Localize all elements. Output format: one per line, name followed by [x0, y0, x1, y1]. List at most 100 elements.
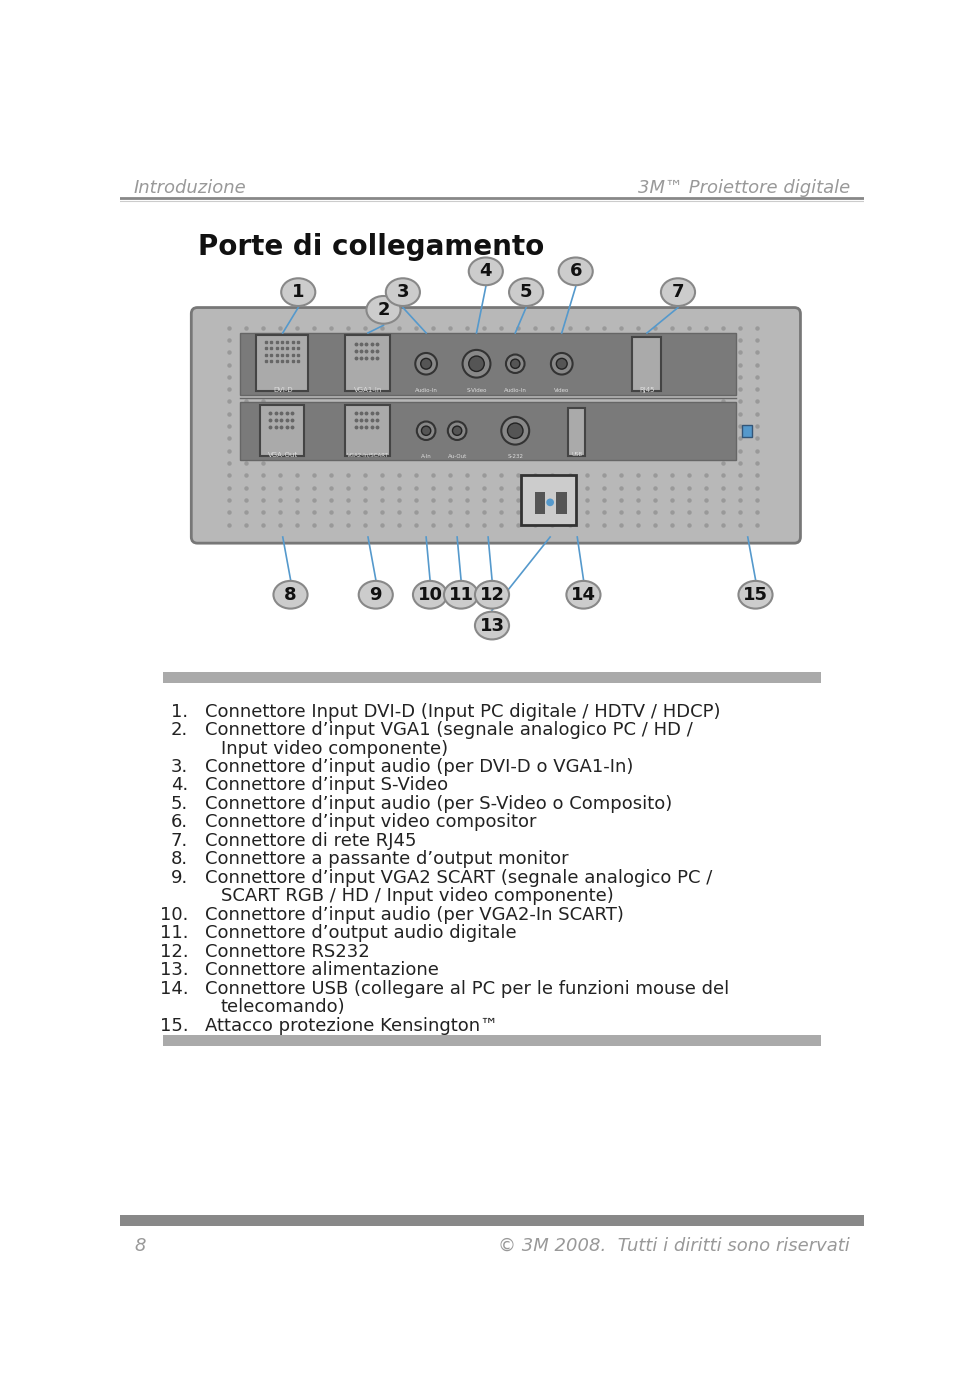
Text: 7: 7 — [672, 283, 684, 301]
Bar — [535, 492, 545, 513]
Text: VGA-Out: VGA-Out — [268, 452, 298, 459]
Text: Connettore d’input audio (per S-Video o Composito): Connettore d’input audio (per S-Video o … — [205, 795, 673, 813]
Text: 15: 15 — [743, 586, 768, 604]
Ellipse shape — [509, 278, 543, 306]
Circle shape — [452, 425, 462, 435]
Text: Audio-In: Audio-In — [504, 388, 527, 393]
Ellipse shape — [281, 278, 315, 306]
Text: VGA2-In/SCART: VGA2-In/SCART — [348, 452, 389, 458]
Text: Audio-In: Audio-In — [415, 388, 438, 393]
Text: Connettore a passante d’output monitor: Connettore a passante d’output monitor — [205, 851, 569, 869]
Ellipse shape — [475, 611, 509, 639]
Text: Connettore alimentazione: Connettore alimentazione — [205, 961, 439, 979]
Text: Introduzione: Introduzione — [134, 179, 247, 197]
Text: Connettore d’input audio (per VGA2-In SCART): Connettore d’input audio (per VGA2-In SC… — [205, 905, 624, 923]
Circle shape — [546, 498, 554, 506]
Circle shape — [420, 359, 432, 370]
Bar — [162, 672, 822, 684]
Text: SCART RGB / HD / Input video componente): SCART RGB / HD / Input video componente) — [221, 887, 613, 905]
Text: A-In: A-In — [420, 453, 431, 459]
Text: 14.: 14. — [159, 979, 188, 997]
Bar — [345, 335, 390, 391]
Text: Video: Video — [554, 388, 569, 393]
Text: 5.: 5. — [171, 795, 188, 813]
Text: 10.: 10. — [159, 905, 188, 923]
Ellipse shape — [359, 580, 393, 608]
Text: 3.: 3. — [171, 757, 188, 776]
Text: 3M™ Proiettore digitale: 3M™ Proiettore digitale — [637, 179, 850, 197]
Text: S-Video: S-Video — [467, 388, 487, 393]
Bar — [741, 424, 753, 437]
Circle shape — [417, 421, 436, 439]
Ellipse shape — [274, 580, 307, 608]
Bar — [240, 402, 736, 460]
Circle shape — [511, 359, 520, 368]
Ellipse shape — [566, 580, 601, 608]
Text: 6: 6 — [569, 262, 582, 280]
Text: Input video componente): Input video componente) — [221, 739, 448, 757]
Text: 8: 8 — [284, 586, 297, 604]
Text: © 3M 2008.  Tutti i diritti sono riservati: © 3M 2008. Tutti i diritti sono riservat… — [498, 1237, 850, 1256]
Circle shape — [557, 359, 567, 370]
Text: Connettore d’input video compositor: Connettore d’input video compositor — [205, 813, 537, 831]
Text: Connettore Input DVI-D (Input PC digitale / HDTV / HDCP): Connettore Input DVI-D (Input PC digital… — [205, 703, 721, 721]
Text: 13.: 13. — [159, 961, 188, 979]
Circle shape — [416, 353, 437, 374]
Text: VGA1-In: VGA1-In — [354, 386, 382, 393]
Text: Connettore USB (collegare al PC per le funzioni mouse del: Connettore USB (collegare al PC per le f… — [205, 979, 730, 997]
Text: 1.: 1. — [171, 703, 188, 721]
Ellipse shape — [738, 580, 773, 608]
Text: 9.: 9. — [171, 869, 188, 887]
Ellipse shape — [444, 580, 478, 608]
Text: 6.: 6. — [171, 813, 188, 831]
Text: 12.: 12. — [159, 943, 188, 961]
Circle shape — [501, 417, 529, 445]
Text: USB: USB — [572, 452, 583, 458]
Text: 15.: 15. — [159, 1017, 188, 1035]
Bar — [162, 1035, 822, 1046]
Text: 7.: 7. — [171, 831, 188, 850]
Text: 2.: 2. — [171, 721, 188, 739]
Circle shape — [551, 353, 572, 374]
Text: 1: 1 — [292, 283, 304, 301]
Bar — [520, 476, 576, 526]
Text: 11: 11 — [448, 586, 473, 604]
Text: RJ45: RJ45 — [639, 386, 655, 393]
Text: Connettore RS232: Connettore RS232 — [205, 943, 370, 961]
Text: Connettore di rete RJ45: Connettore di rete RJ45 — [205, 831, 417, 850]
Ellipse shape — [413, 580, 447, 608]
Circle shape — [508, 423, 523, 438]
Circle shape — [421, 425, 431, 435]
Bar — [255, 335, 308, 391]
Text: Connettore d’input VGA1 (segnale analogico PC / HD /: Connettore d’input VGA1 (segnale analogi… — [205, 721, 693, 739]
Bar — [120, 1215, 864, 1226]
Text: Connettore d’input S-Video: Connettore d’input S-Video — [205, 777, 448, 795]
Circle shape — [463, 350, 491, 378]
Circle shape — [447, 421, 467, 439]
Text: 4: 4 — [480, 262, 492, 280]
Text: 14: 14 — [571, 586, 596, 604]
Circle shape — [506, 354, 524, 372]
Text: DVI-D: DVI-D — [273, 386, 293, 393]
Text: 5: 5 — [520, 283, 533, 301]
Text: Au-Out: Au-Out — [447, 453, 467, 459]
Text: 12: 12 — [479, 586, 505, 604]
FancyBboxPatch shape — [191, 307, 801, 543]
Bar — [557, 492, 567, 513]
Text: 3: 3 — [396, 283, 409, 301]
Ellipse shape — [386, 278, 420, 306]
Text: Attacco protezione Kensington™: Attacco protezione Kensington™ — [205, 1017, 498, 1035]
Text: 10: 10 — [418, 586, 443, 604]
Text: Connettore d’input audio (per DVI-D o VGA1-In): Connettore d’input audio (per DVI-D o VG… — [205, 757, 634, 776]
Ellipse shape — [475, 580, 509, 608]
Ellipse shape — [367, 296, 400, 324]
Bar — [568, 407, 585, 456]
Text: Porte di collegamento: Porte di collegamento — [198, 233, 543, 261]
Text: 2: 2 — [377, 301, 390, 319]
Circle shape — [468, 356, 484, 371]
Bar — [259, 405, 304, 456]
Text: 13: 13 — [479, 617, 505, 635]
Text: telecomando): telecomando) — [221, 999, 346, 1016]
Text: 8: 8 — [134, 1237, 146, 1256]
Bar — [345, 405, 390, 456]
